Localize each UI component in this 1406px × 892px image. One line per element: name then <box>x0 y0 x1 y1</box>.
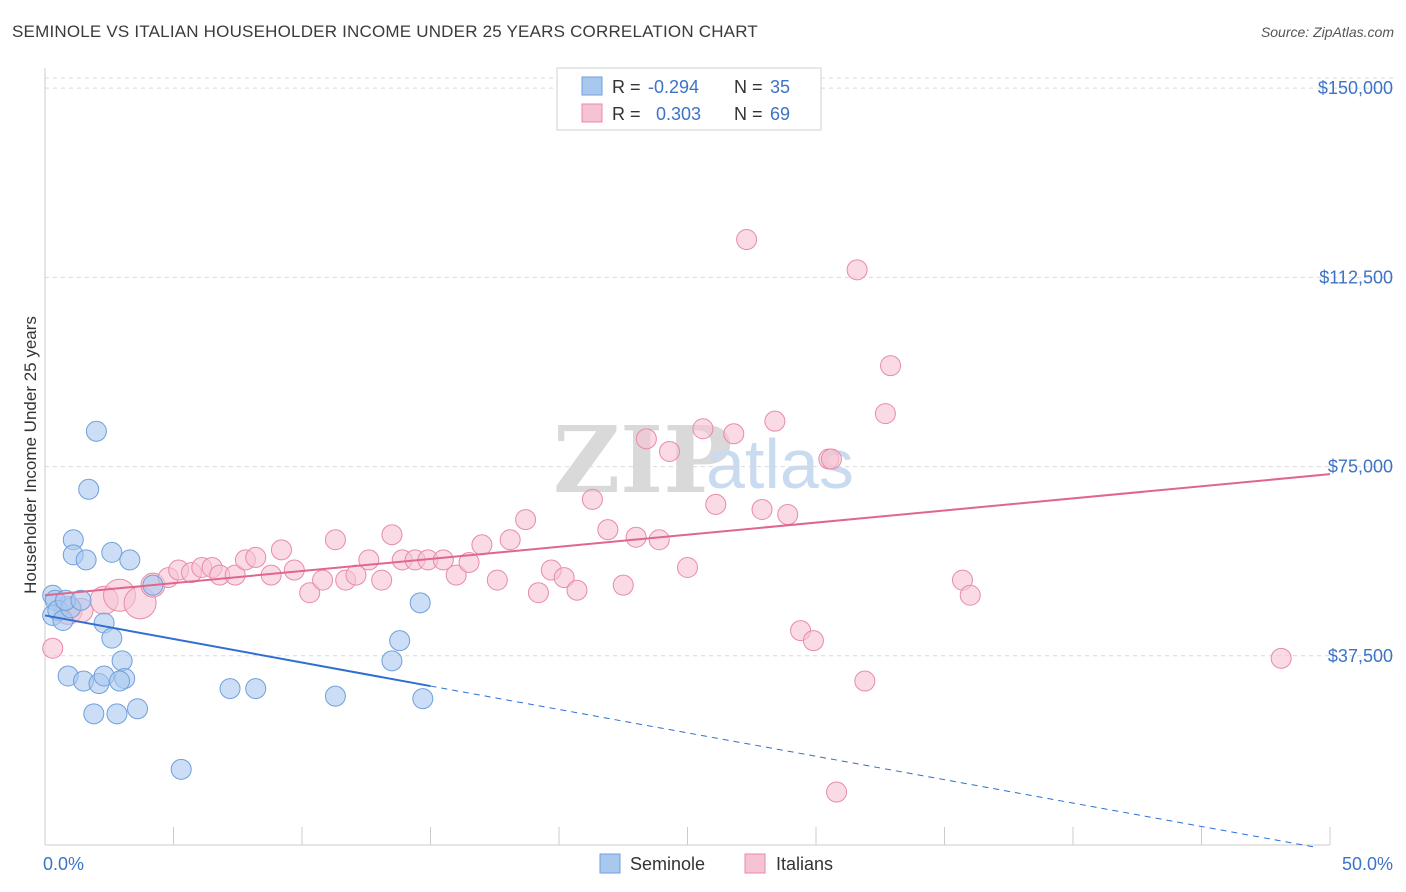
italian-point <box>820 448 842 470</box>
italian-point <box>854 670 876 692</box>
series-legend: Seminole Italians <box>599 853 833 874</box>
italian-point <box>283 559 305 581</box>
italian-point <box>648 529 670 551</box>
seminole-points <box>42 420 434 780</box>
seminole-point <box>127 698 149 720</box>
seminole-point <box>245 678 267 700</box>
y-tick-label: $150,000 <box>1318 78 1393 98</box>
seminole-trend-line <box>44 614 431 688</box>
legend-n-label-2: N = <box>734 104 763 124</box>
source-label: Source: ZipAtlas.com <box>1260 24 1394 40</box>
italian-point <box>751 498 773 520</box>
italian-point <box>270 539 292 561</box>
y-axis-title: Householder Income Under 25 years <box>21 316 40 594</box>
x-tick-label-max: 50.0% <box>1342 854 1393 874</box>
seminole-point <box>85 420 107 442</box>
seminole-trend-extension <box>430 685 1318 849</box>
seminole-point <box>324 685 346 707</box>
italian-point <box>597 519 619 541</box>
italian-point <box>458 551 480 573</box>
bottom-legend-swatch-italians <box>744 853 766 874</box>
italian-point <box>42 637 64 659</box>
seminole-point <box>409 592 431 614</box>
legend-n-value-1: 35 <box>770 77 790 97</box>
italian-point <box>245 546 267 568</box>
italian-point <box>659 440 681 462</box>
seminole-point <box>170 758 192 780</box>
y-tick-labels: $37,500 $75,000 $112,500 $150,000 <box>1318 78 1393 666</box>
italian-point <box>692 418 714 440</box>
seminole-point <box>106 703 128 725</box>
bottom-legend-italians: Italians <box>776 854 833 874</box>
trend-lines <box>44 473 1331 849</box>
italian-point <box>736 229 758 251</box>
italian-point <box>826 781 848 803</box>
y-tick-label: $112,500 <box>1319 267 1393 287</box>
italian-point <box>299 582 321 604</box>
italian-point <box>224 564 246 586</box>
italians-points <box>42 229 1292 803</box>
italian-point <box>371 569 393 591</box>
italian-point <box>677 557 698 578</box>
x-tick-label-min: 0.0% <box>43 854 84 874</box>
seminole-point <box>75 549 97 571</box>
seminole-point <box>119 549 141 571</box>
seminole-point <box>109 670 131 692</box>
italian-point <box>499 529 521 551</box>
bottom-legend-swatch-seminole <box>599 853 621 874</box>
legend-n-value-2: 69 <box>770 104 790 124</box>
italian-point <box>723 423 745 445</box>
italian-point <box>324 529 346 551</box>
italian-point <box>1270 647 1292 669</box>
italian-point <box>566 579 588 601</box>
seminole-point <box>219 678 241 700</box>
italian-point <box>802 630 824 652</box>
seminole-point <box>78 478 100 500</box>
seminole-point <box>83 703 105 725</box>
italian-point <box>581 488 603 510</box>
y-tick-label: $37,500 <box>1328 646 1393 666</box>
italians-trend-line <box>44 473 1331 597</box>
y-tick-label: $75,000 <box>1328 457 1393 477</box>
italian-point <box>471 534 493 556</box>
legend-swatch-italians <box>581 103 603 123</box>
italian-point <box>358 549 380 571</box>
italian-point <box>612 574 634 596</box>
legend-r-label-1: R = <box>612 77 641 97</box>
seminole-point <box>389 630 411 652</box>
seminole-point <box>101 627 123 649</box>
italian-point <box>381 524 403 546</box>
italian-point <box>874 403 896 425</box>
legend-swatch-seminole <box>581 76 603 96</box>
italian-point <box>432 549 454 571</box>
x-tick-marks <box>44 827 1331 845</box>
correlation-legend: R = -0.294 N = 35 R = 0.303 N = 69 <box>556 67 822 131</box>
italian-point <box>764 410 786 432</box>
italian-point <box>635 428 657 450</box>
italian-point <box>445 564 467 586</box>
legend-r-value-1: -0.294 <box>648 77 699 97</box>
chart-title: SEMINOLE VS ITALIAN HOUSEHOLDER INCOME U… <box>12 22 758 41</box>
italian-point <box>625 526 647 548</box>
italian-point <box>553 567 575 589</box>
italian-point <box>705 493 727 515</box>
seminole-point <box>111 650 133 672</box>
legend-r-label-2: R = <box>612 104 641 124</box>
seminole-point <box>412 688 434 710</box>
seminole-point <box>101 541 123 563</box>
italian-point <box>959 584 981 606</box>
italian-point <box>777 504 799 526</box>
bottom-legend-seminole: Seminole <box>630 854 705 874</box>
italian-point <box>880 355 902 377</box>
italian-point <box>312 569 334 591</box>
italian-point <box>527 582 549 604</box>
seminole-point <box>381 650 403 672</box>
italian-point <box>515 509 537 531</box>
seminole-point <box>70 589 92 611</box>
legend-n-label-1: N = <box>734 77 763 97</box>
italian-point <box>846 259 868 281</box>
legend-r-value-2: 0.303 <box>656 104 701 124</box>
italian-point <box>486 569 508 591</box>
